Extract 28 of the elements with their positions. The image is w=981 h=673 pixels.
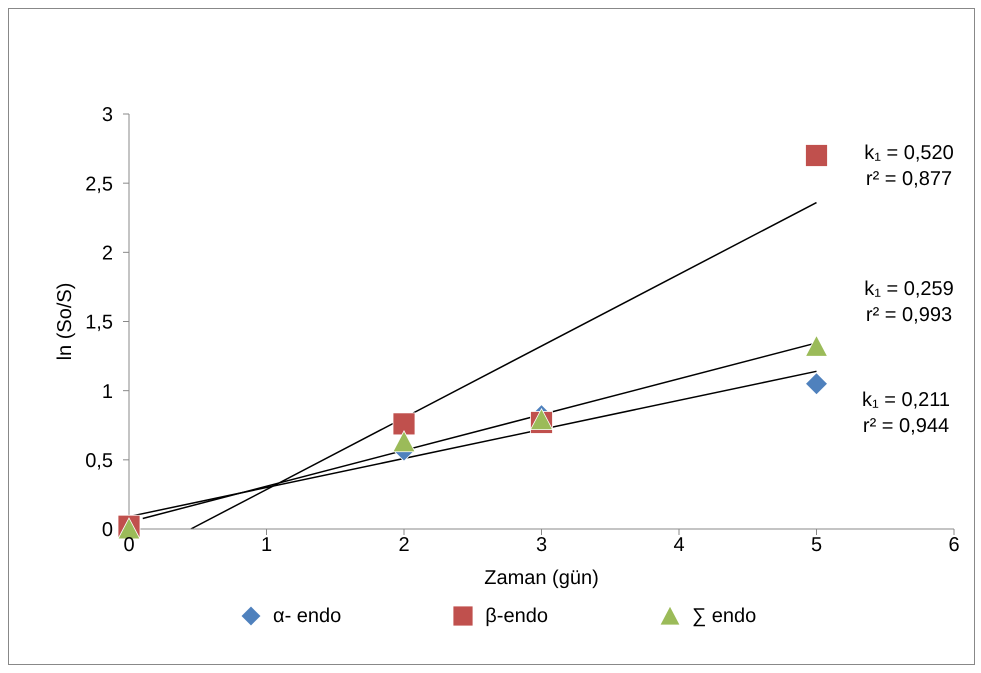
point — [392, 412, 416, 436]
y-tick-label: 3 — [102, 104, 113, 126]
y-tick-label: 0,5 — [85, 450, 113, 472]
point — [805, 372, 828, 396]
x-tick-label: 1 — [260, 534, 272, 556]
legend-label: ∑ endo — [692, 604, 756, 628]
x-tick-label: 0 — [123, 534, 135, 556]
annotation: k₁ = 0,259 r² = 0,993 — [864, 278, 954, 326]
y-axis-title: ln (So/S) — [54, 282, 76, 360]
x-tick-label: 5 — [810, 534, 822, 556]
legend-label: α- endo — [273, 604, 342, 628]
y-tick-label: 2 — [102, 242, 113, 264]
x-tick-label: 4 — [673, 534, 685, 556]
y-tick-label: 1,5 — [85, 312, 113, 334]
x-tick-label: 2 — [398, 534, 410, 556]
annotation: k₁ = 0,520 r² = 0,877 — [864, 142, 954, 190]
point — [805, 335, 828, 357]
point — [530, 408, 553, 430]
x-tick-label: 3 — [536, 534, 548, 556]
y-tick-label: 2,5 — [85, 173, 113, 196]
y-tick-label: 0 — [102, 519, 113, 542]
y-tick-label: 1 — [102, 380, 113, 403]
x-axis-title: Zaman (gün) — [484, 567, 599, 589]
annotation: k₁ = 0,211 r² = 0,944 — [862, 389, 950, 437]
x-tick-label: 6 — [948, 534, 960, 556]
point — [805, 144, 828, 167]
legend-label: β-endo — [485, 604, 548, 628]
point — [392, 430, 416, 452]
